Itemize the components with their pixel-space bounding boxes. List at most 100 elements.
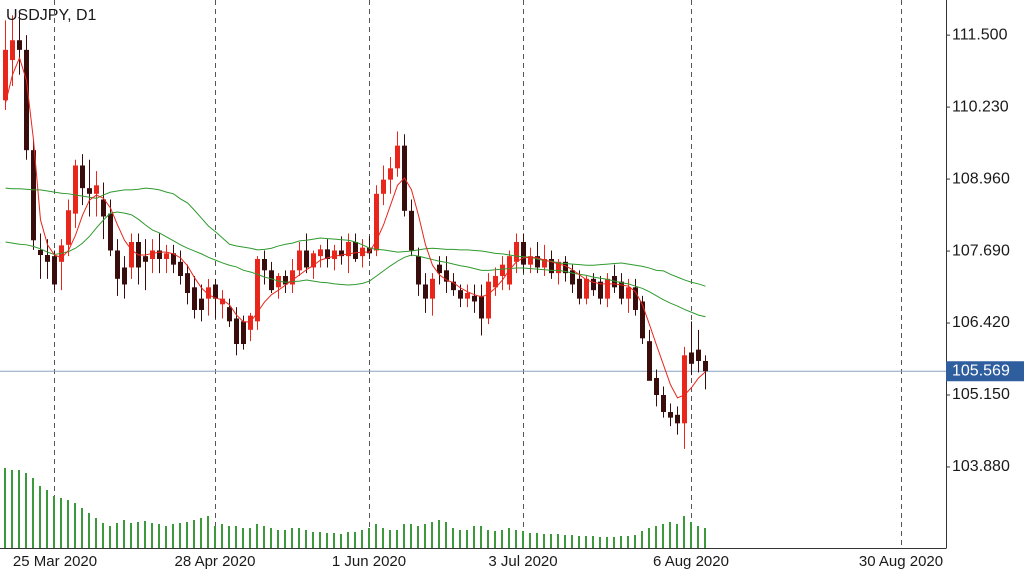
candle-body [87, 188, 92, 194]
moving-average-line [5, 56, 706, 399]
candle-body [304, 250, 309, 268]
volume-bar [669, 522, 671, 548]
candle-body [514, 241, 519, 262]
volume-bar [186, 522, 188, 548]
candle-body [682, 355, 687, 424]
candle-body [696, 349, 701, 361]
volume-bar [585, 536, 587, 548]
volume-bar [228, 526, 230, 548]
volume-bar [550, 534, 552, 548]
candle-body [199, 298, 204, 310]
volume-bar [431, 522, 433, 548]
candle-body [703, 360, 708, 372]
volume-bar [102, 523, 104, 548]
volume-bar [361, 530, 363, 548]
volume-bar [200, 518, 202, 548]
volume-bar [221, 524, 223, 548]
candle-body [374, 193, 379, 251]
candle-body [416, 256, 421, 285]
volume-bar [172, 524, 174, 548]
volume-bar [354, 532, 356, 548]
candle-body [297, 250, 302, 271]
candle-body [241, 321, 246, 344]
volume-bar [179, 523, 181, 548]
volume-bar [130, 523, 132, 548]
candle-body [115, 250, 120, 279]
volume-bar [165, 526, 167, 548]
candle-body [213, 284, 218, 299]
candle-body [52, 256, 57, 285]
candle-body [353, 241, 358, 259]
candle-body [318, 249, 323, 257]
candle-body [381, 179, 386, 194]
volume-bar [39, 486, 41, 548]
candle-body [444, 270, 449, 282]
volume-bar [606, 537, 608, 548]
candle-body [255, 258, 260, 322]
candle-body [283, 275, 288, 285]
volume-bar [326, 533, 328, 548]
candle-body [654, 377, 659, 395]
candle-body [640, 301, 645, 339]
candle-body [409, 210, 414, 251]
volume-bar [438, 520, 440, 548]
volume-bar [214, 526, 216, 548]
candle-body [178, 261, 183, 276]
volume-bar [116, 523, 118, 548]
x-tick-label: 3 Jul 2020 [488, 553, 557, 570]
volume-bar [291, 528, 293, 548]
candle-body [3, 49, 8, 101]
volume [4, 468, 706, 548]
x-tick-label: 28 Apr 2020 [175, 553, 256, 570]
y-tick-label: 106.420 [952, 314, 1010, 331]
candle-body [388, 168, 393, 180]
candle-body [192, 287, 197, 310]
volume-bar [333, 533, 335, 548]
volume-bar [53, 496, 55, 548]
candle-body [122, 267, 127, 285]
candle-body [108, 213, 113, 251]
candle-body [339, 250, 344, 257]
candle-body [332, 250, 337, 259]
volume-bar [242, 528, 244, 548]
volume-bar [123, 520, 125, 548]
candle-body [563, 261, 568, 274]
volume-bar [207, 516, 209, 548]
volume-bar [382, 528, 384, 548]
volume-bar [144, 521, 146, 548]
candle-body [591, 278, 596, 291]
volume-bar [578, 536, 580, 548]
volume-bar [95, 518, 97, 548]
candle-body [633, 287, 638, 310]
candle-body [458, 290, 463, 299]
volume-bar [501, 530, 503, 548]
volume-bar [403, 524, 405, 548]
candle-body [437, 264, 442, 274]
volume-bar [263, 526, 265, 548]
candle-body [269, 270, 274, 291]
volume-bar [627, 536, 629, 548]
volume-bar [151, 523, 153, 548]
volume-bar [319, 532, 321, 548]
candle-body [311, 253, 316, 268]
y-tick-label: 108.960 [952, 170, 1010, 187]
candle-body [612, 275, 617, 288]
volume-bar [368, 528, 370, 548]
volume-bar [32, 478, 34, 548]
volume-bar [648, 528, 650, 548]
candle-body [262, 258, 267, 271]
volume-bar [74, 503, 76, 548]
candle-body [675, 414, 680, 424]
candle-body [367, 247, 372, 254]
candle-body [661, 394, 666, 412]
volume-bar [571, 535, 573, 548]
volume-bar [193, 520, 195, 548]
volume-bar [662, 524, 664, 548]
candle-body [605, 278, 610, 299]
volume-bar [508, 528, 510, 548]
volume-bar [88, 513, 90, 548]
candle-body [101, 199, 106, 217]
volume-bar [494, 531, 496, 548]
volume-bar [284, 530, 286, 548]
candle-body [668, 411, 673, 418]
